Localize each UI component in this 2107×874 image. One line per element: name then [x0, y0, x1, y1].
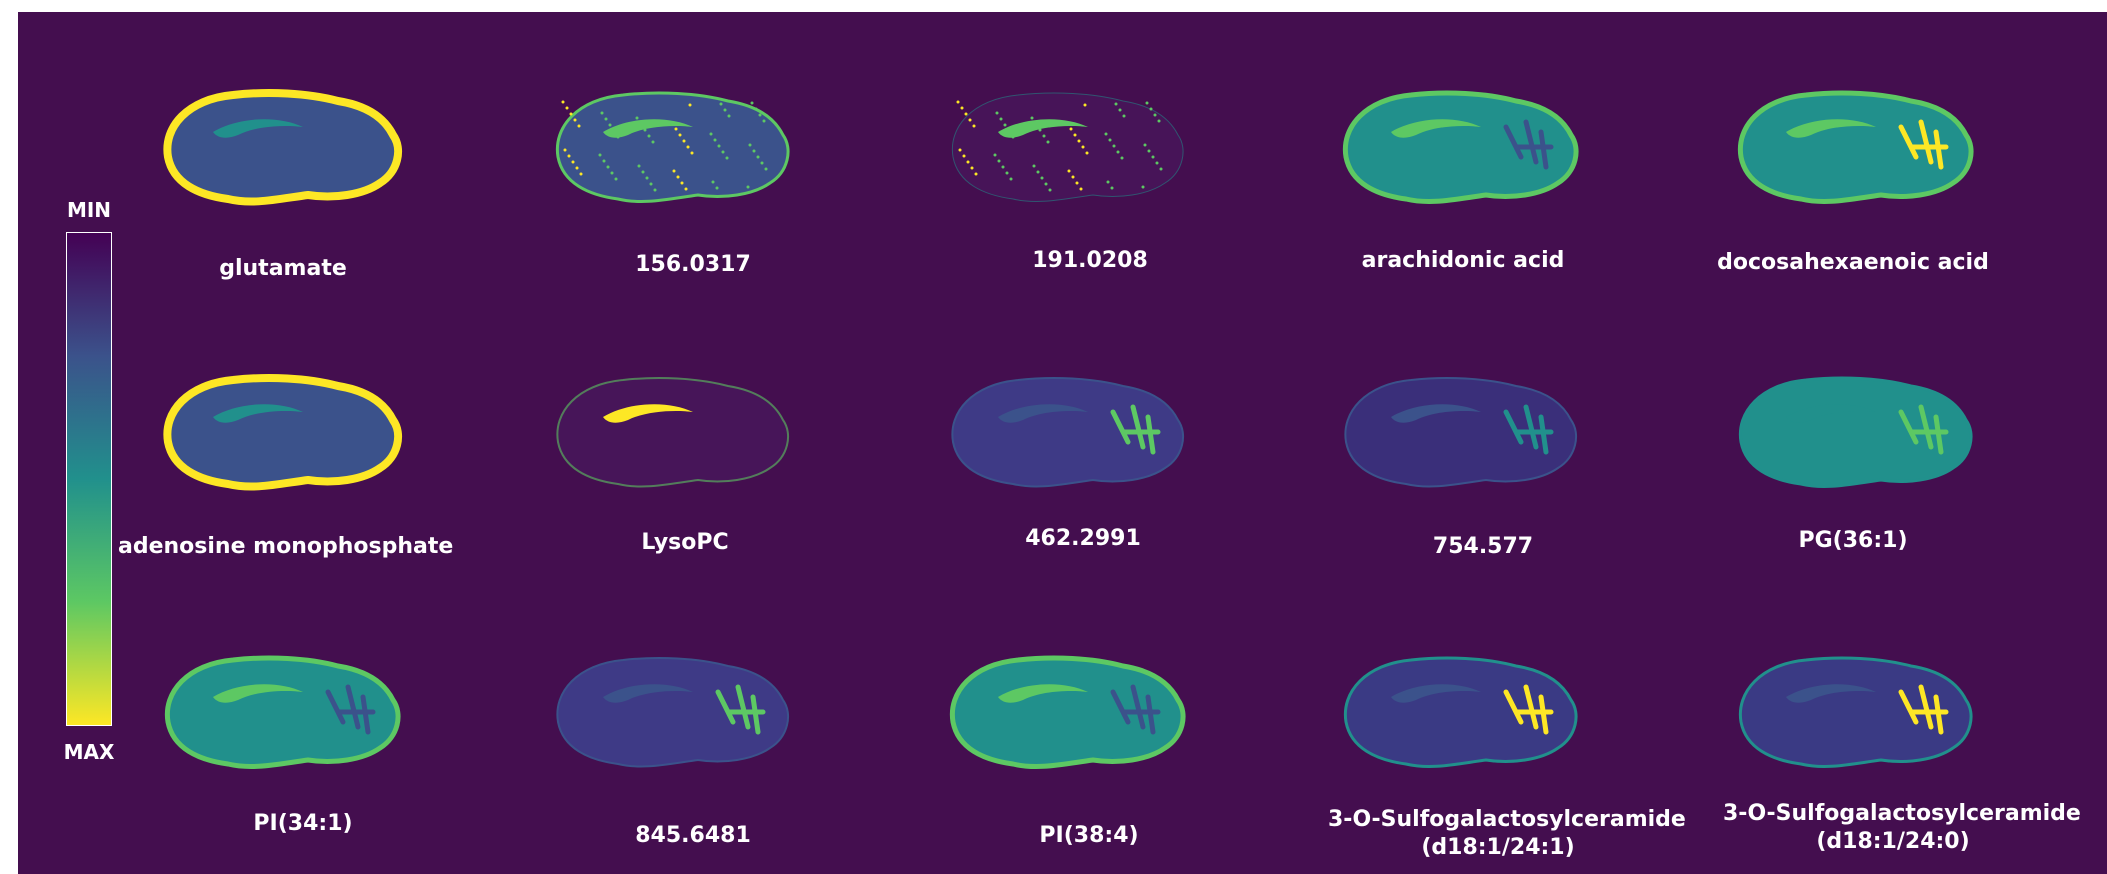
brain-slice-image: [1738, 656, 1973, 769]
brain-slice-image: [1343, 656, 1578, 769]
image-label-line2: (d18:1/24:1): [1421, 835, 1575, 860]
brain-slice-image: [555, 91, 790, 204]
colorbar: [66, 232, 112, 726]
image-label-line1: 3-O-Sulfogalactosylceramide: [1328, 807, 1686, 832]
brain-slice-image: [556, 657, 790, 768]
image-label: PG(36:1): [1798, 528, 1908, 553]
brain-slice-image: [949, 655, 1186, 770]
image-label: 3-O-Sulfogalactosylceramide (d18:1/24:0): [1723, 800, 2081, 856]
image-label: 754.577: [1432, 534, 1534, 559]
image-label-line2: (d18:1/24:0): [1816, 829, 1970, 854]
brain-slice-image: [1342, 90, 1579, 205]
image-label: adenosine monophosphate: [118, 534, 454, 559]
image-label: 845.6481: [635, 823, 751, 848]
image-label: 156.0317: [635, 252, 751, 277]
image-label: docosahexaenoic acid: [1717, 250, 1989, 275]
brain-slice-image: [163, 374, 403, 491]
brain-slice-image: [556, 377, 790, 488]
brain-slice-image: [951, 92, 1184, 203]
colorbar-max-label: MAX: [63, 740, 115, 764]
brain-slice-image: [1738, 376, 1973, 489]
image-label: LysoPC: [641, 530, 729, 555]
colorbar-min-label: MIN: [66, 198, 112, 222]
brain-slice-image: [951, 377, 1185, 488]
image-label: PI(34:1): [253, 811, 353, 836]
brain-slice-image: [164, 655, 401, 770]
image-label: glutamate: [219, 256, 347, 281]
image-label: 3-O-Sulfogalactosylceramide (d18:1/24:1): [1328, 806, 1686, 862]
figure-panel: MIN MAX glutamate 156.0317 191.0208 arac…: [18, 12, 2107, 874]
image-label: PI(38:4): [1039, 823, 1139, 848]
image-label: 191.0208: [1032, 248, 1148, 273]
image-label: arachidonic acid: [1361, 248, 1565, 273]
brain-slice-image: [163, 89, 403, 206]
image-label-line1: 3-O-Sulfogalactosylceramide: [1723, 801, 2081, 826]
brain-slice-image: [1737, 90, 1974, 205]
image-label: 462.2991: [1025, 526, 1141, 551]
brain-slice-image: [1344, 377, 1578, 488]
